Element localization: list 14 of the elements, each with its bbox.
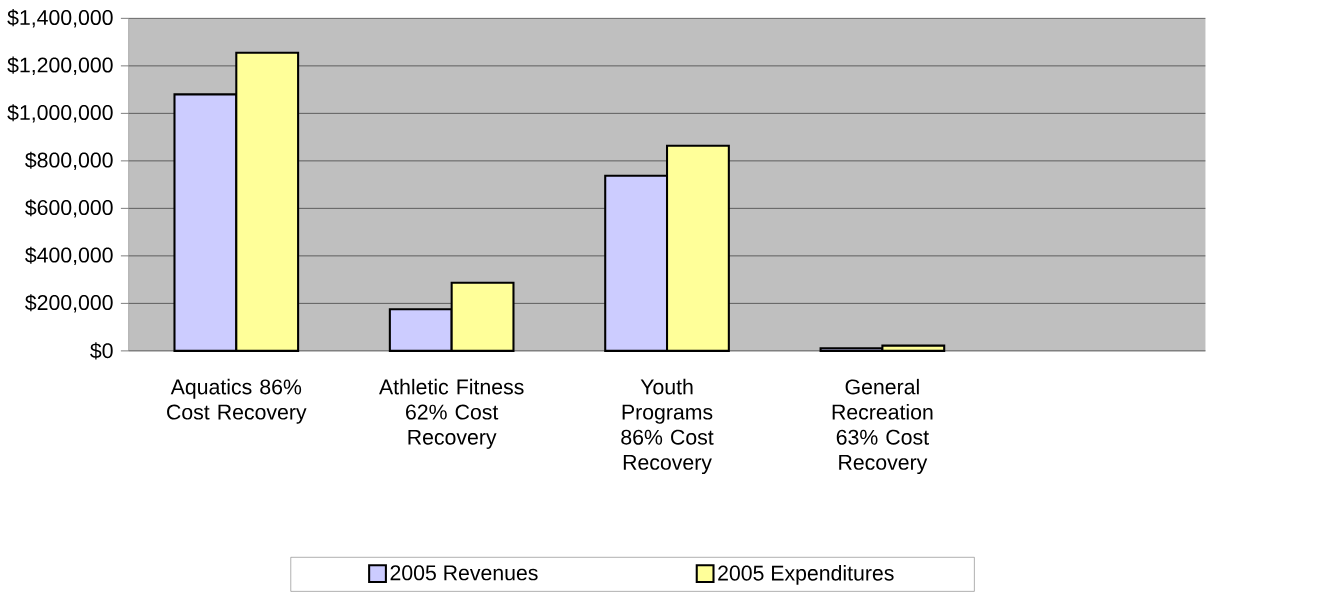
y-tick-label: $600,000 bbox=[25, 199, 113, 218]
y-tick-label: $400,000 bbox=[25, 246, 113, 266]
y-tick-label: $200,000 bbox=[25, 294, 113, 313]
y-tick-label: $800,000 bbox=[25, 151, 113, 171]
x-tick-label: Youth Programs 86% Cost Recovery bbox=[621, 378, 714, 475]
x-tick-label: General Recreation 63% Cost Recovery bbox=[832, 378, 933, 475]
legend-label: 2005 Expenditures bbox=[718, 565, 894, 585]
y-tick-label: $0 bbox=[90, 342, 113, 360]
x-tick-label: Aquatics 86% Cost Recovery bbox=[167, 378, 307, 424]
y-tick-label: $1,000,000 bbox=[7, 104, 113, 123]
y-tick-label: $1,400,000 bbox=[7, 9, 113, 28]
legend-label: 2005 Revenues bbox=[390, 565, 538, 581]
y-tick-label: $1,200,000 bbox=[7, 56, 113, 76]
x-tick-label: Athletic Fitness 62% Cost Recovery bbox=[379, 378, 524, 449]
